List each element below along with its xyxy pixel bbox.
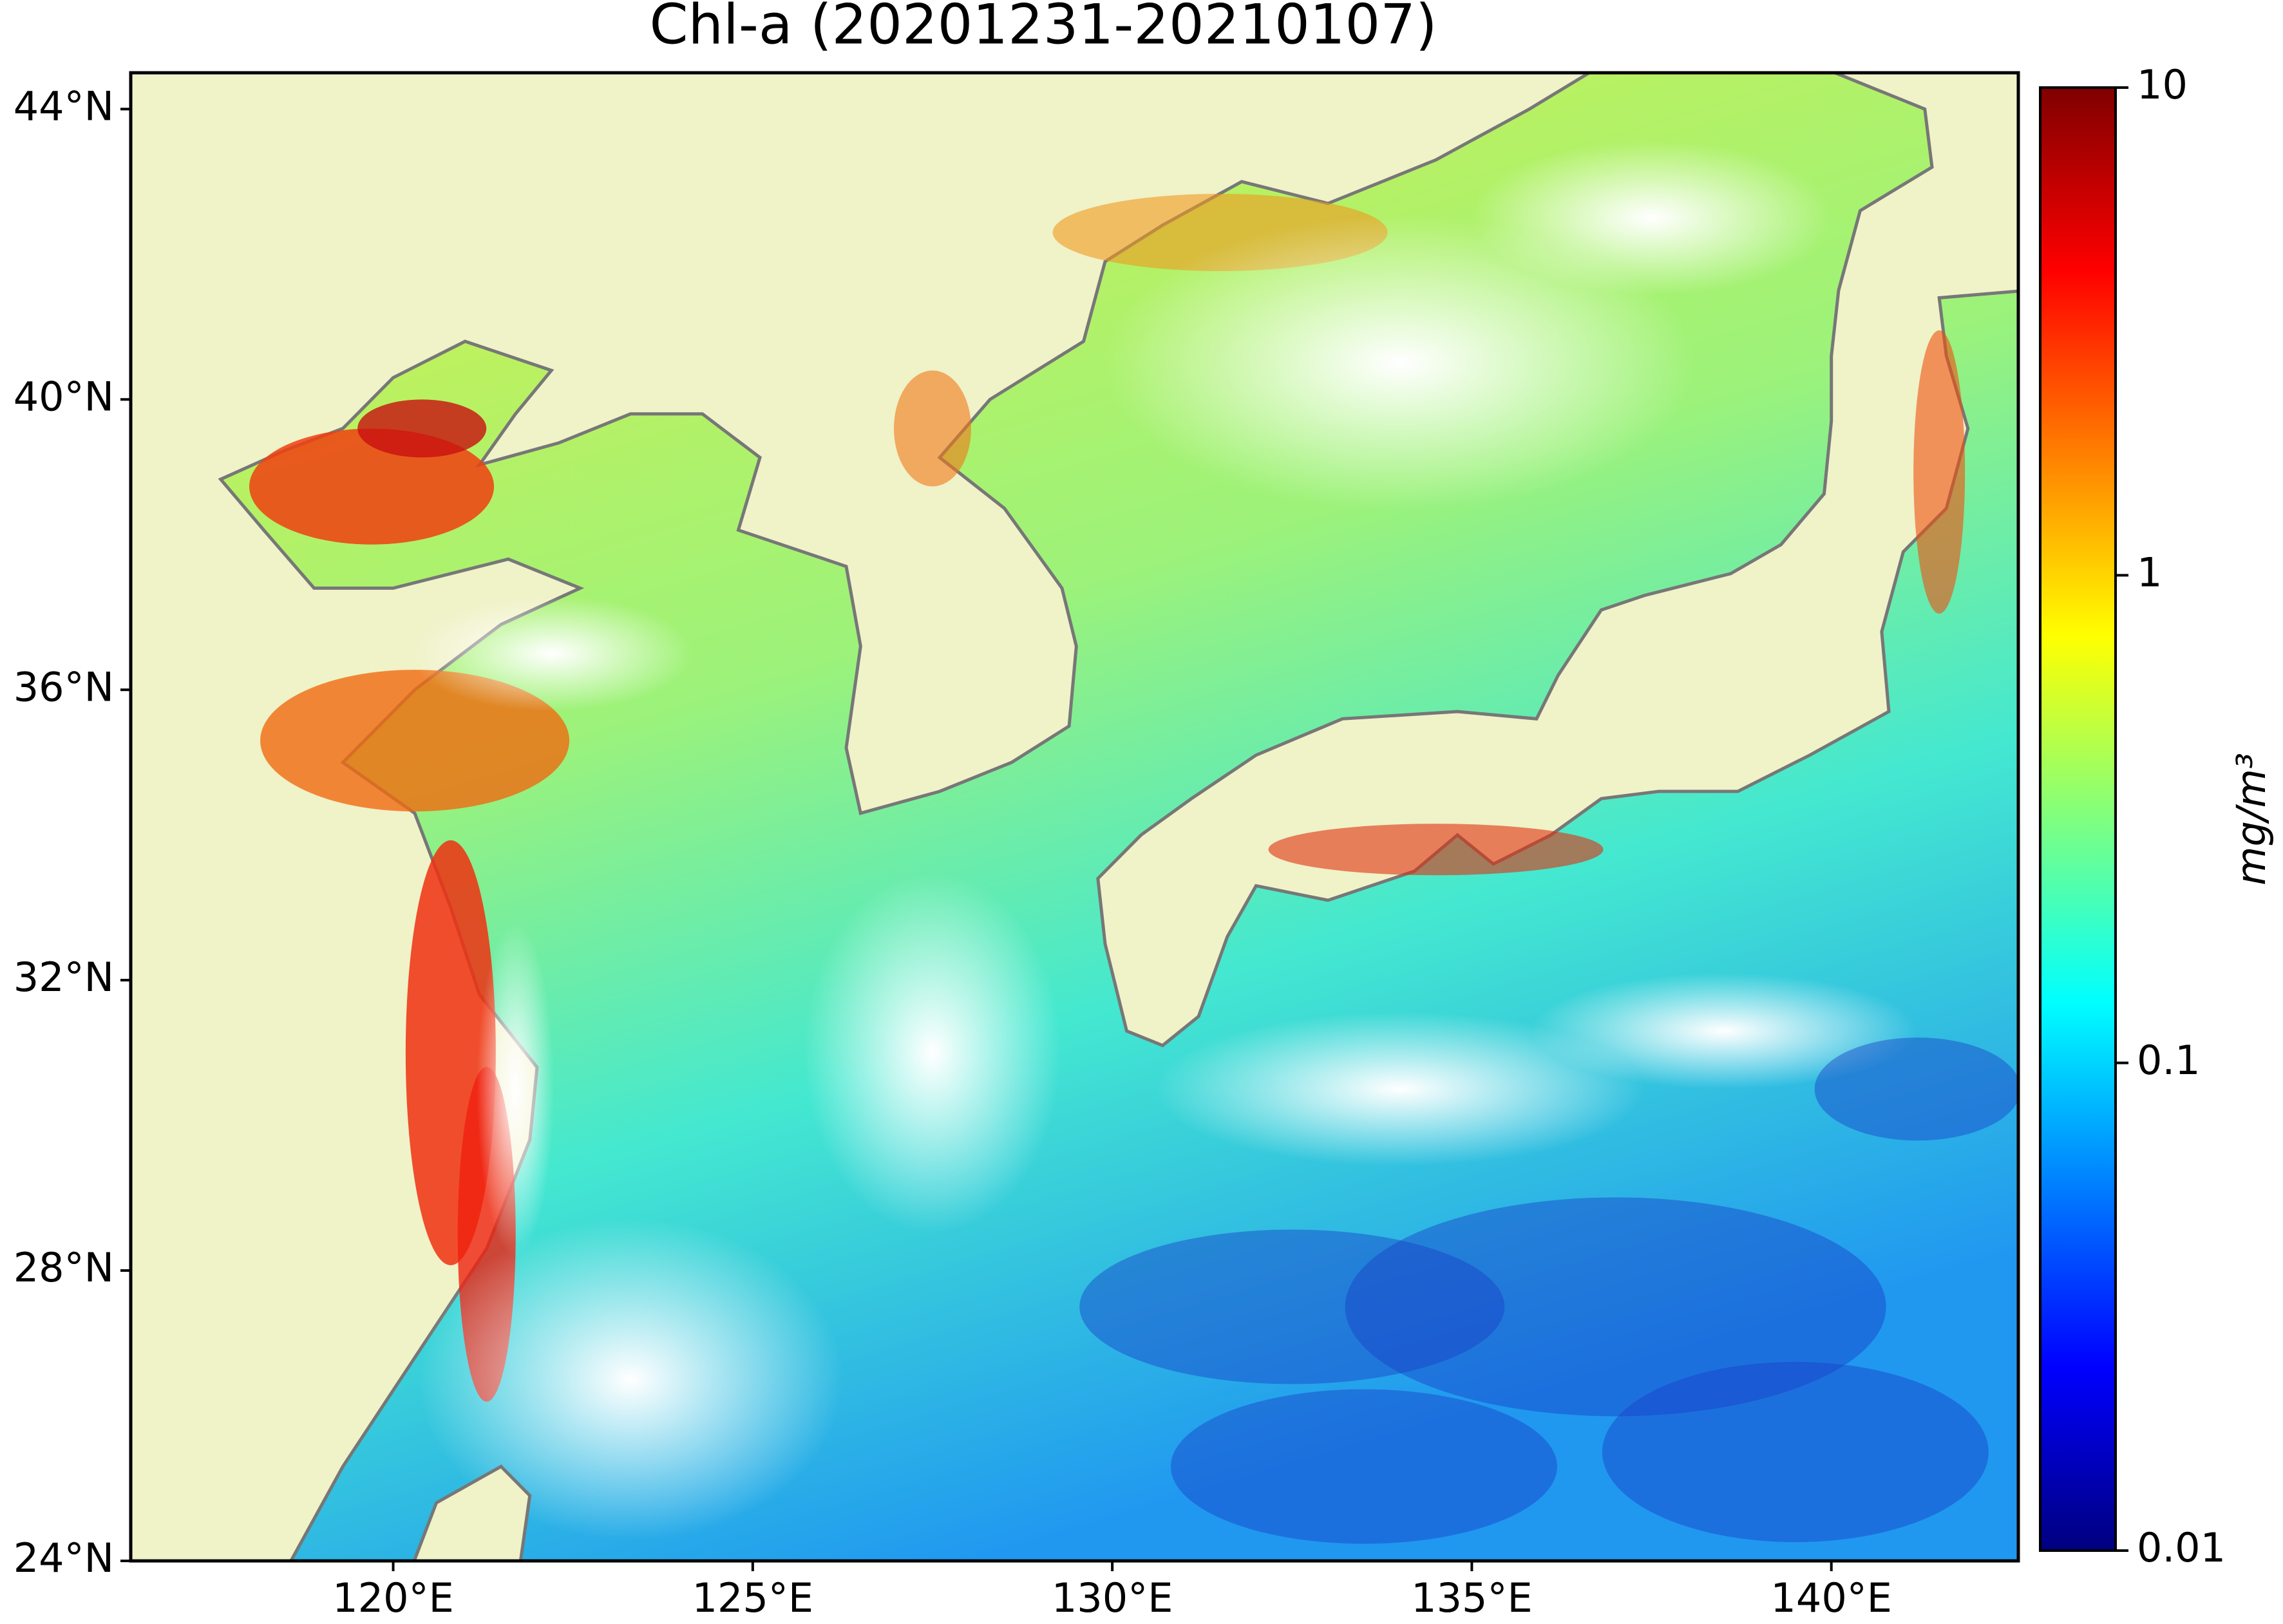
low-chl-patch — [1345, 1197, 1886, 1417]
cloud-gap — [1530, 973, 1917, 1090]
cloud-gap — [418, 1218, 844, 1541]
colorbar — [2039, 86, 2117, 1552]
y-tick-label: 24°N — [14, 1534, 114, 1582]
taiwan — [412, 1464, 532, 1561]
x-tick-label: 125°E — [692, 1574, 814, 1621]
cloud-gap — [803, 872, 1061, 1233]
cloud-gap — [1471, 140, 1832, 296]
low-chl-patch — [1814, 1037, 2018, 1141]
cloud-gap — [1155, 1012, 1645, 1167]
chlorophyll-patch — [1913, 330, 1966, 614]
chlorophyll-patch — [893, 370, 971, 487]
colorbar-tick-label: 0.1 — [2137, 1037, 2201, 1084]
y-tick-label: 28°N — [14, 1244, 114, 1291]
y-tick-label: 44°N — [14, 82, 114, 129]
map-area — [131, 73, 2018, 1561]
colorbar-tick-label: 0.01 — [2137, 1524, 2226, 1571]
x-tick-label: 120°E — [332, 1574, 454, 1621]
y-tick-label: 32°N — [14, 954, 114, 1001]
colorbar-label: mg/m³ — [2228, 753, 2275, 885]
map-frame — [129, 71, 2020, 1563]
cloud-gap — [410, 595, 694, 712]
x-tick-label: 135°E — [1411, 1574, 1533, 1621]
cloud-gap — [477, 921, 554, 1257]
chlorophyll-patch — [1268, 824, 1604, 876]
map-title: Chl-a (20201231-20210107) — [649, 0, 1437, 57]
colorbar-tick-label: 10 — [2137, 61, 2188, 108]
x-tick-label: 140°E — [1770, 1574, 1892, 1621]
y-tick-label: 40°N — [14, 373, 114, 420]
chlorophyll-patch — [357, 399, 487, 458]
low-chl-patch — [1079, 1229, 1505, 1384]
chlorophyll-patch — [249, 428, 495, 545]
colorbar-tick-label: 1 — [2137, 549, 2162, 596]
low-chl-patch — [1602, 1361, 1989, 1542]
low-chl-patch — [1170, 1389, 1557, 1544]
y-tick-label: 36°N — [14, 663, 114, 710]
x-tick-label: 130°E — [1052, 1574, 1173, 1621]
cloud-gap — [1103, 214, 1696, 511]
